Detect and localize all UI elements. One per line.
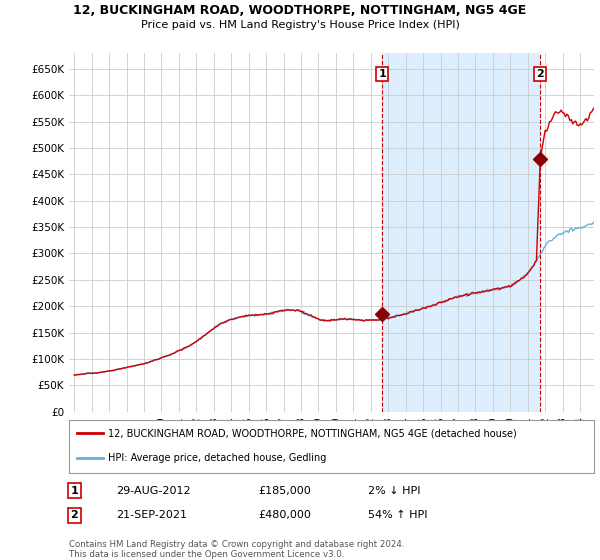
Text: HPI: Average price, detached house, Gedling: HPI: Average price, detached house, Gedl… (109, 453, 327, 463)
Bar (382, 53, 540, 412)
Text: 12, BUCKINGHAM ROAD, WOODTHORPE, NOTTINGHAM, NG5 4GE: 12, BUCKINGHAM ROAD, WOODTHORPE, NOTTING… (73, 4, 527, 17)
Text: £480,000: £480,000 (258, 510, 311, 520)
Text: 21-SEP-2021: 21-SEP-2021 (116, 510, 187, 520)
Text: 29-AUG-2012: 29-AUG-2012 (116, 486, 191, 496)
Text: 12, BUCKINGHAM ROAD, WOODTHORPE, NOTTINGHAM, NG5 4GE (detached house): 12, BUCKINGHAM ROAD, WOODTHORPE, NOTTING… (109, 428, 517, 438)
Text: 1: 1 (70, 486, 78, 496)
Text: Contains HM Land Registry data © Crown copyright and database right 2024.
This d: Contains HM Land Registry data © Crown c… (69, 540, 404, 559)
Text: Price paid vs. HM Land Registry's House Price Index (HPI): Price paid vs. HM Land Registry's House … (140, 20, 460, 30)
Text: 2: 2 (536, 69, 544, 79)
Text: 54% ↑ HPI: 54% ↑ HPI (368, 510, 428, 520)
Text: 2% ↓ HPI: 2% ↓ HPI (368, 486, 421, 496)
Text: £185,000: £185,000 (258, 486, 311, 496)
Text: 2: 2 (70, 510, 78, 520)
Text: 1: 1 (379, 69, 386, 79)
